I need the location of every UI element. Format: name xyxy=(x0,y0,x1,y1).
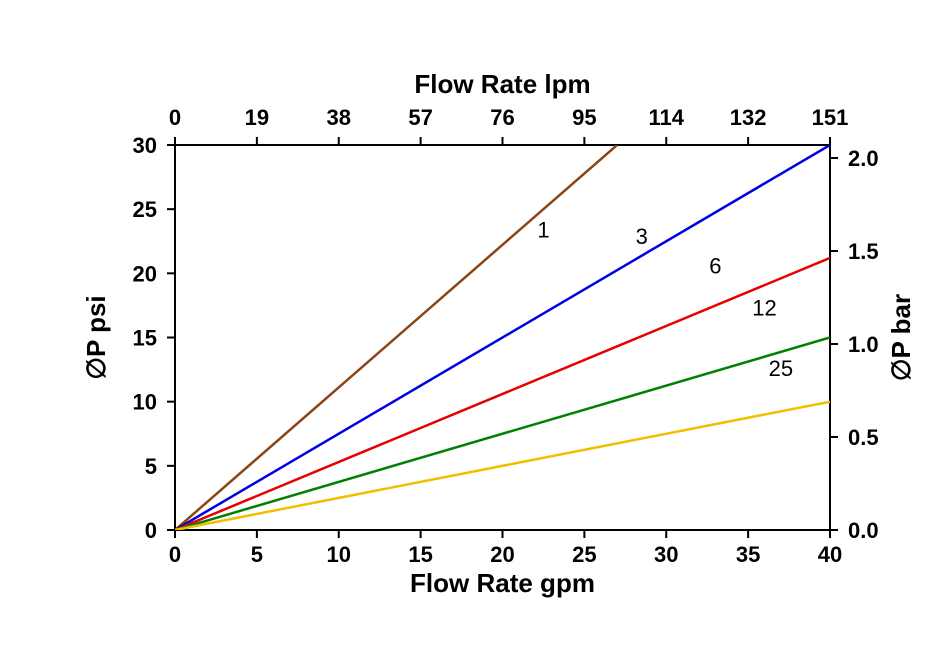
y-right-tick-label: 1.0 xyxy=(848,332,879,357)
x-top-tick-label: 132 xyxy=(730,105,767,130)
x-bottom-tick-label: 40 xyxy=(818,542,842,567)
pressure-flow-chart: 0510152025303540Flow Rate gpm01938577695… xyxy=(0,0,934,670)
x-bottom-axis-label: Flow Rate gpm xyxy=(410,568,595,598)
x-bottom-tick-label: 0 xyxy=(169,542,181,567)
y-left-tick-label: 20 xyxy=(133,261,157,286)
x-bottom-tick-label: 20 xyxy=(490,542,514,567)
x-top-axis-label: Flow Rate lpm xyxy=(414,69,590,99)
y-left-tick-label: 30 xyxy=(133,133,157,158)
y-left-tick-label: 25 xyxy=(133,197,157,222)
y-left-tick-label: 15 xyxy=(133,326,157,351)
y-right-tick-label: 1.5 xyxy=(848,239,879,264)
series-label-3: 3 xyxy=(636,224,648,249)
y-left-tick-label: 10 xyxy=(133,390,157,415)
x-bottom-tick-label: 15 xyxy=(408,542,432,567)
y-right-tick-label: 0.5 xyxy=(848,425,879,450)
y-right-axis-label: ∅P bar xyxy=(886,294,916,381)
x-top-tick-label: 19 xyxy=(245,105,269,130)
x-top-tick-label: 0 xyxy=(169,105,181,130)
y-left-axis-label: ∅P psi xyxy=(81,295,111,379)
y-left-tick-label: 0 xyxy=(145,518,157,543)
x-bottom-tick-label: 25 xyxy=(572,542,596,567)
x-bottom-tick-label: 30 xyxy=(654,542,678,567)
series-label-12: 12 xyxy=(752,296,776,321)
series-label-1: 1 xyxy=(537,217,549,242)
x-top-tick-label: 95 xyxy=(572,105,596,130)
x-bottom-tick-label: 10 xyxy=(327,542,351,567)
series-label-25: 25 xyxy=(769,356,793,381)
chart-svg: 0510152025303540Flow Rate gpm01938577695… xyxy=(0,0,934,670)
x-top-tick-label: 57 xyxy=(408,105,432,130)
x-top-tick-label: 114 xyxy=(649,105,685,130)
x-bottom-tick-label: 5 xyxy=(251,542,263,567)
x-bottom-tick-label: 35 xyxy=(736,542,760,567)
x-top-tick-label: 38 xyxy=(327,105,351,130)
y-right-tick-label: 2.0 xyxy=(848,146,879,171)
y-left-tick-label: 5 xyxy=(145,454,157,479)
series-label-6: 6 xyxy=(709,253,721,278)
x-top-tick-label: 76 xyxy=(490,105,514,130)
y-right-tick-label: 0.0 xyxy=(848,518,879,543)
x-top-tick-label: 151 xyxy=(812,105,849,130)
